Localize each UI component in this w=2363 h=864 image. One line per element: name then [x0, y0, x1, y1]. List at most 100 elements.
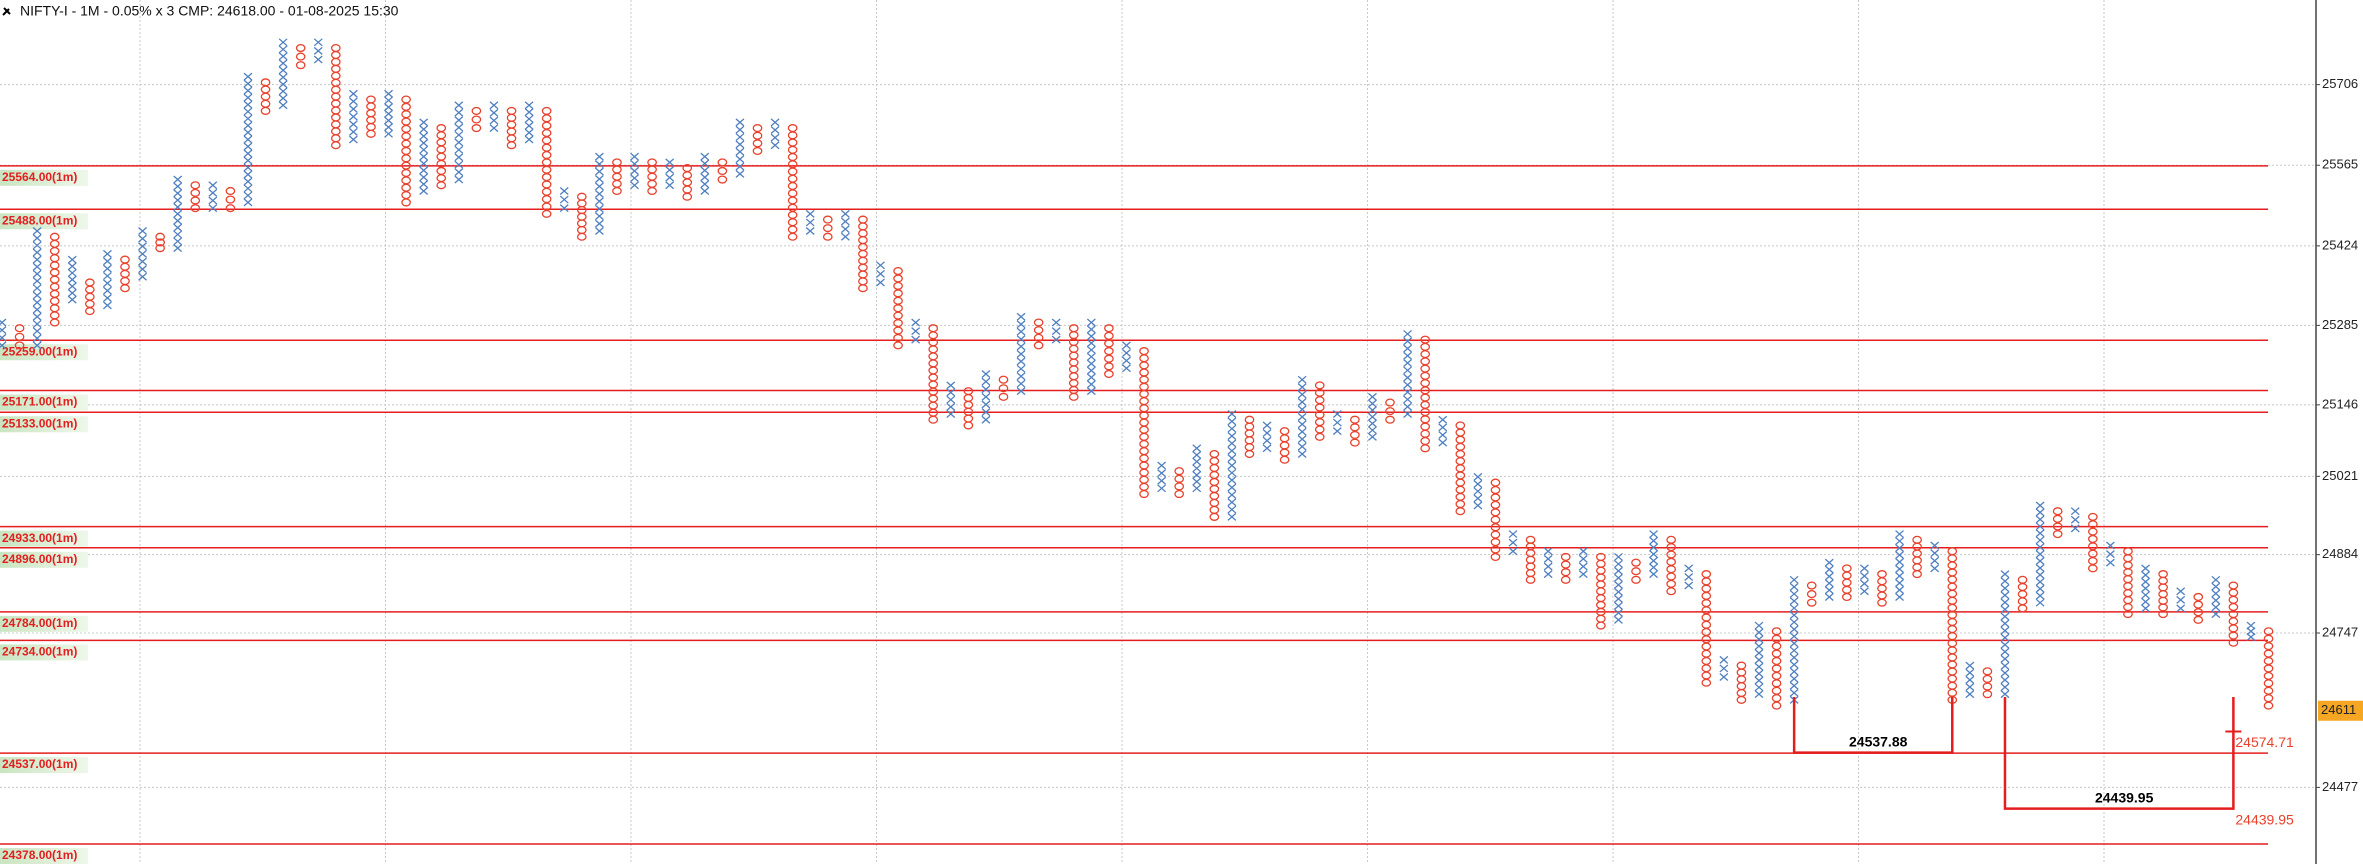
- x-symbol: [2141, 597, 2150, 606]
- x-symbol: [102, 271, 112, 280]
- x-symbol: [1016, 349, 1026, 358]
- x-symbol: [594, 212, 604, 221]
- x-symbol: [805, 218, 815, 227]
- x-symbol: [2000, 591, 2010, 600]
- o-symbol: [1806, 598, 1817, 607]
- o-symbol: [471, 115, 482, 124]
- x-symbol: [770, 126, 780, 134]
- x-symbol: [2176, 595, 2186, 604]
- x-symbol: [1227, 512, 1237, 521]
- o-symbol: [998, 392, 1009, 401]
- x-symbol: [243, 163, 253, 172]
- x-symbol: [1086, 366, 1096, 375]
- o-symbol: [1877, 598, 1887, 607]
- x-symbol: [1297, 420, 1307, 429]
- o-column: [1314, 381, 1325, 441]
- x-symbol: [1684, 572, 1694, 581]
- o-symbol: [1982, 667, 1993, 676]
- x-symbol: [1403, 344, 1413, 353]
- level-label-bg: [0, 615, 88, 632]
- o-symbol: [1209, 512, 1220, 521]
- x-symbol: [1403, 409, 1413, 418]
- x-symbol: [32, 227, 42, 235]
- x-symbol: [981, 369, 991, 378]
- o-symbol: [1771, 701, 1782, 710]
- x-symbol: [2141, 577, 2150, 586]
- x-column: [1789, 575, 1799, 704]
- x-symbol: [1895, 530, 1904, 539]
- o-symbol: [893, 341, 903, 350]
- o-column: [787, 124, 798, 241]
- x-symbol: [67, 295, 77, 304]
- o-symbol: [1104, 347, 1114, 356]
- o-column: [963, 387, 974, 430]
- x-symbol: [243, 184, 253, 193]
- x-symbol: [1965, 661, 1975, 670]
- x-symbol: [243, 156, 253, 165]
- x-symbol: [1122, 356, 1131, 365]
- x-symbol: [1789, 604, 1799, 613]
- x-symbol: [1824, 565, 1834, 574]
- x-symbol: [313, 46, 323, 55]
- x-symbol: [2000, 633, 2010, 642]
- annotation-label: 24439.95: [2095, 789, 2154, 805]
- x-symbol: [1403, 337, 1413, 346]
- x-column: [1543, 547, 1553, 579]
- marker-label: 24439.95: [2235, 811, 2294, 827]
- o-column: [49, 232, 60, 327]
- o-column: [14, 324, 25, 350]
- x-column: [1368, 392, 1377, 441]
- x-column: [1016, 312, 1026, 396]
- y-tick-label: 25285: [2322, 317, 2358, 332]
- x-symbol: [1297, 375, 1307, 384]
- x-symbol: [1016, 357, 1026, 366]
- x-symbol: [1368, 399, 1377, 408]
- o-symbol: [998, 384, 1009, 393]
- x-symbol: [1368, 432, 1377, 441]
- x-symbol: [1614, 566, 1623, 575]
- x-symbol: [2246, 633, 2256, 641]
- x-symbol: [630, 166, 639, 175]
- x-symbol: [454, 145, 464, 154]
- x-symbol: [32, 334, 42, 343]
- x-symbol: [2000, 584, 2010, 593]
- x-symbol: [1965, 668, 1975, 677]
- y-axis: 24477 24747 24884 25021 25146 25285 25424 25565…: [2316, 76, 2363, 794]
- x-symbol: [1473, 472, 1483, 481]
- x-symbol: [1508, 547, 1518, 556]
- o-symbol: [1982, 674, 1993, 683]
- x-symbol: [2000, 598, 2010, 607]
- x-column: [1649, 530, 1659, 579]
- x-symbol: [1508, 530, 1518, 539]
- o-symbol: [1631, 575, 1641, 584]
- x-symbol: [735, 147, 745, 156]
- x-symbol: [735, 140, 745, 149]
- x-symbol: [2070, 515, 2080, 524]
- x-symbol: [138, 249, 147, 258]
- o-column: [1631, 558, 1641, 584]
- x-symbol: [1508, 538, 1518, 547]
- o-symbol: [858, 284, 868, 293]
- o-symbol: [1982, 690, 1993, 699]
- x-symbol: [489, 101, 499, 110]
- x-symbol: [1543, 554, 1553, 563]
- x-symbol: [700, 159, 710, 168]
- x-symbol: [243, 170, 253, 179]
- x-symbol: [2035, 557, 2045, 566]
- x-symbol: [1789, 625, 1799, 634]
- x-column: [2105, 541, 2115, 567]
- o-symbol: [2263, 701, 2274, 710]
- x-symbol: [700, 173, 710, 182]
- x-symbol: [102, 249, 112, 258]
- x-symbol: [1649, 543, 1659, 552]
- o-symbol: [190, 196, 201, 205]
- x-column: [1227, 409, 1237, 521]
- x-symbol: [1438, 415, 1448, 424]
- x-symbol: [1403, 366, 1413, 375]
- o-symbol: [682, 192, 693, 201]
- x-symbol: [419, 125, 429, 134]
- o-symbol: [2087, 564, 2098, 573]
- x-symbol: [348, 89, 358, 98]
- o-column: [1033, 318, 1044, 350]
- y-tick-label: 24477: [2322, 779, 2358, 794]
